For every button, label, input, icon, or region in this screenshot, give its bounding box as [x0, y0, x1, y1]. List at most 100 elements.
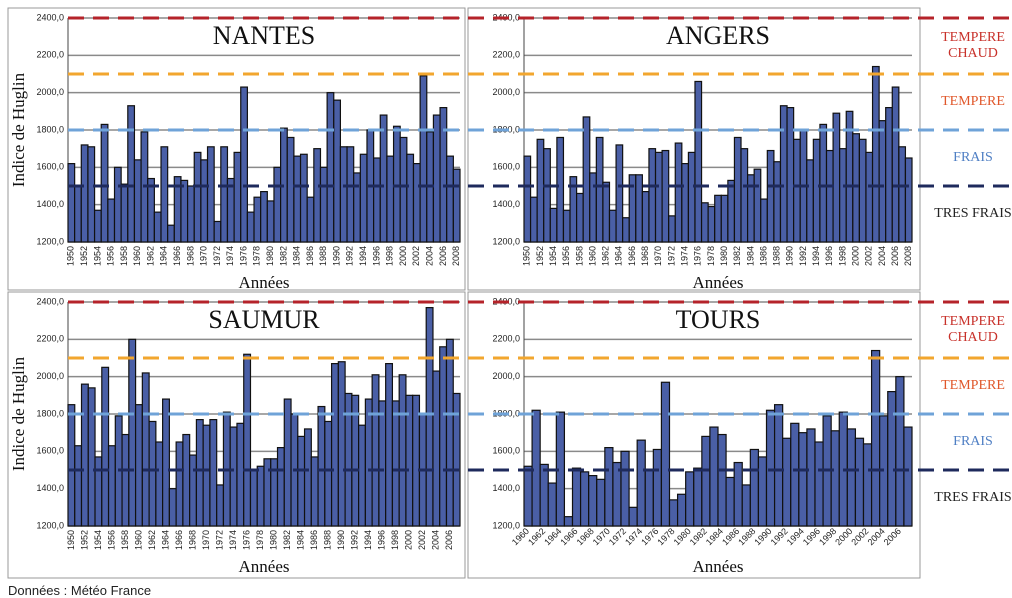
bar [246, 211, 255, 243]
bar [571, 467, 582, 527]
x-tick-label: 1994 [363, 530, 373, 550]
bar [602, 181, 611, 243]
y-tick-label: 2200,0 [36, 334, 64, 344]
bar [830, 430, 840, 527]
bar [330, 363, 339, 527]
x-tick-label: 1964 [614, 246, 624, 266]
x-tick-label: 1962 [147, 530, 157, 550]
x-tick-label: 1954 [548, 246, 558, 266]
bar [596, 478, 606, 527]
y-axis-label: Indice de Huglin [9, 72, 28, 187]
x-tick-label: 2004 [424, 246, 434, 266]
bar [858, 138, 867, 243]
bar [779, 105, 788, 243]
bar [852, 133, 860, 243]
x-tick-label: 1966 [627, 246, 637, 266]
x-tick-label: 1992 [769, 526, 790, 547]
x-tick-label: 2000 [850, 246, 860, 266]
bar [353, 172, 361, 243]
y-tick-label: 2200,0 [36, 50, 64, 60]
bar [885, 106, 893, 243]
bar [67, 163, 76, 243]
bar [539, 463, 549, 527]
x-tick-label: 1968 [575, 526, 596, 547]
x-tick-label: 2002 [417, 530, 427, 550]
x-tick-label: 1976 [241, 530, 251, 550]
x-tick-label: 1956 [106, 530, 116, 550]
bar [707, 205, 716, 243]
bar [733, 136, 742, 243]
bar [887, 391, 897, 527]
x-tick-label: 1952 [79, 246, 89, 266]
bar [439, 106, 448, 243]
x-tick-label: 1980 [269, 530, 279, 550]
x-tick-label: 1984 [292, 246, 302, 266]
chart-title: SAUMUR [208, 305, 320, 334]
bar [202, 424, 211, 527]
bar [303, 428, 312, 527]
zone-label: TRES FRAIS [934, 206, 1012, 221]
x-tick-label: 1964 [159, 246, 169, 266]
x-tick-label: 1966 [172, 246, 182, 266]
bar [127, 105, 136, 243]
bar [153, 211, 162, 243]
y-tick-label: 1200,0 [492, 520, 520, 530]
bar [529, 196, 538, 243]
bar [425, 307, 434, 527]
x-tick-label: 1992 [350, 530, 360, 550]
bar [700, 202, 709, 243]
x-tick-label: 1988 [323, 530, 333, 550]
bar [379, 114, 388, 243]
bar [226, 177, 235, 243]
y-tick-label: 1200,0 [492, 236, 520, 246]
x-tick-label: 1988 [318, 246, 328, 266]
bar [793, 138, 801, 243]
bar [549, 207, 558, 243]
bar [249, 469, 258, 527]
zone-label: TEMPERE [941, 94, 1005, 109]
bar [814, 441, 824, 527]
bar [87, 387, 96, 527]
bar [299, 153, 308, 243]
bar [676, 493, 687, 527]
bar [898, 146, 907, 243]
bar [293, 155, 302, 243]
bar [709, 426, 719, 527]
y-tick-label: 1600,0 [492, 446, 520, 456]
bar [133, 159, 142, 243]
zone-label: TEMPERE CHAUD [941, 30, 1005, 61]
bar [668, 215, 676, 243]
x-tick-label: 1972 [212, 246, 222, 266]
bar [563, 516, 574, 527]
x-tick-label: 1982 [278, 246, 288, 266]
x-tick-label: 1980 [672, 526, 693, 547]
x-tick-label: 1992 [798, 246, 808, 266]
y-tick-label: 2000,0 [36, 371, 64, 381]
bar [240, 86, 248, 243]
panel-border [467, 291, 921, 579]
x-tick-label: 1974 [225, 246, 235, 266]
bar [94, 456, 103, 527]
x-tick-label: 2006 [882, 526, 903, 547]
bar [216, 484, 225, 527]
bar [260, 191, 268, 243]
bar [74, 185, 82, 243]
zone-label: TEMPERE [941, 378, 1005, 393]
bar [168, 488, 177, 527]
bar [733, 461, 743, 527]
bar [766, 149, 775, 243]
bar [147, 177, 155, 243]
bar [644, 469, 654, 527]
y-tick-label: 1400,0 [36, 199, 64, 209]
x-tick-label: 1984 [745, 246, 755, 266]
y-axis-label: Indice de Huglin [9, 356, 28, 471]
bar [595, 136, 604, 243]
chart-title: TOURS [676, 305, 761, 334]
x-tick-label: 1984 [296, 530, 306, 550]
bar [319, 166, 328, 243]
bar [773, 404, 784, 527]
bar [660, 381, 671, 527]
x-tick-label: 1956 [561, 246, 571, 266]
bar [310, 456, 319, 527]
